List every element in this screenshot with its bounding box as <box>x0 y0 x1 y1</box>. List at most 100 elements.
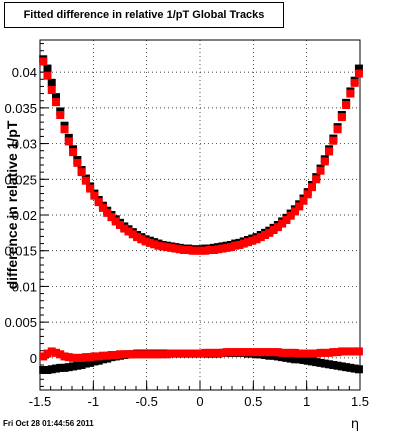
data-point-series-3 <box>69 362 78 371</box>
data-point-series-2 <box>94 198 103 207</box>
data-point-series-4 <box>107 351 116 359</box>
data-point-series-3 <box>290 355 299 364</box>
data-point-series-3 <box>81 359 90 368</box>
data-point-series-3 <box>90 357 99 366</box>
data-point-series-4 <box>303 349 312 358</box>
data-point-series-2 <box>333 125 342 134</box>
data-point-series-2 <box>248 236 257 245</box>
data-point-series-2 <box>308 183 316 192</box>
data-point-series-4 <box>94 352 103 361</box>
data-point-series-4 <box>90 352 99 361</box>
data-point-series-2 <box>188 246 197 255</box>
data-point-series-2 <box>86 184 95 193</box>
data-point-series-4 <box>218 348 227 357</box>
data-point-series-4 <box>222 348 231 357</box>
data-point-series-2 <box>329 136 338 145</box>
data-point-series-4 <box>52 348 60 357</box>
data-point-series-4 <box>226 348 235 357</box>
data-point-series-2 <box>60 125 69 134</box>
data-point-series-4 <box>231 348 240 357</box>
data-point-series-4 <box>77 353 86 362</box>
data-point-series-2 <box>320 157 329 166</box>
data-point-series-3 <box>346 363 355 372</box>
data-point-series-2 <box>239 239 248 248</box>
data-point-series-4 <box>188 349 197 358</box>
x-tick-label: -1.5 <box>29 394 51 409</box>
data-point-series-3 <box>337 362 346 371</box>
data-point-series-4 <box>261 348 270 357</box>
data-point-series-2 <box>312 175 321 184</box>
data-point-series-1 <box>43 64 52 73</box>
data-point-series-4 <box>333 348 342 357</box>
data-point-series-3 <box>39 366 48 374</box>
data-point-series-4 <box>64 353 73 362</box>
data-point-series-4 <box>111 351 120 359</box>
data-point-series-4 <box>69 353 78 362</box>
footer-date: Fri Oct 28 01:44:56 2011 <box>3 419 94 428</box>
data-point-series-4 <box>214 348 223 357</box>
data-point-series-4 <box>192 349 201 358</box>
data-point-series-4 <box>252 348 261 357</box>
data-point-series-4 <box>320 348 329 357</box>
data-point-series-2 <box>141 237 150 246</box>
data-point-series-4 <box>39 352 48 361</box>
data-point-series-3 <box>312 358 321 367</box>
data-point-series-2 <box>354 69 363 78</box>
data-point-series-4 <box>141 350 150 359</box>
data-point-series-4 <box>180 349 188 358</box>
y-tick-label: 0.02 <box>12 208 37 223</box>
data-point-series-4 <box>273 348 282 357</box>
grid-layer <box>39 40 361 390</box>
data-point-series-2 <box>299 196 308 205</box>
data-point-series-4 <box>116 350 124 359</box>
data-point-series-3 <box>329 361 338 369</box>
data-point-series-4 <box>342 347 351 356</box>
data-point-series-4 <box>158 350 167 359</box>
x-axis-label: η <box>351 417 359 432</box>
data-point-series-4 <box>47 347 56 356</box>
data-point-series-3 <box>316 358 325 367</box>
data-point-series-3 <box>73 361 82 370</box>
data-point-series-2 <box>244 238 252 247</box>
data-point-series-2 <box>154 241 163 250</box>
data-point-series-2 <box>192 246 201 255</box>
data-point-series-2 <box>295 202 304 211</box>
data-point-series-4 <box>43 349 52 358</box>
data-point-series-4 <box>171 349 180 358</box>
y-tick-label: 0.01 <box>12 279 37 294</box>
data-point-series-4 <box>120 350 129 359</box>
data-point-series-4 <box>265 348 274 357</box>
data-point-series-4 <box>290 348 299 357</box>
data-point-series-2 <box>218 244 227 253</box>
labels-layer: -1.5 -1 -0.5 0 0.5 1 1.5 0 0.005 0.01 0.015 0.02 0.0… <box>4 65 369 409</box>
data-point-series-2 <box>350 78 359 87</box>
data-point-series-2 <box>124 227 133 236</box>
data-point-series-2 <box>316 166 325 175</box>
data-point-series-2 <box>111 217 120 226</box>
data-point-series-2 <box>325 147 334 156</box>
data-point-series-4 <box>346 347 355 356</box>
data-point-series-3 <box>43 366 52 374</box>
data-point-series-2 <box>265 228 274 237</box>
data-point-series-2 <box>137 235 146 244</box>
x-tick-label: -1 <box>88 394 100 409</box>
data-point-series-2 <box>167 243 176 252</box>
data-point-series-4 <box>184 349 193 358</box>
data-point-series-3 <box>295 355 304 364</box>
data-point-series-2 <box>90 191 99 200</box>
data-point-series-2 <box>145 238 154 247</box>
y-axis-label: difference in relative 1/pT <box>4 120 20 289</box>
data-point-series-4 <box>197 349 206 358</box>
x-tick-label: -0.5 <box>135 394 157 409</box>
data-point-series-2 <box>256 233 265 242</box>
y-tick-label: 0.015 <box>4 244 37 259</box>
data-point-series-4 <box>150 350 159 359</box>
x-tick-label: 1.5 <box>351 394 369 409</box>
data-point-series-3 <box>64 363 73 372</box>
data-point-series-2 <box>278 219 287 228</box>
data-point-series-4 <box>354 347 363 356</box>
data-point-series-2 <box>150 240 159 249</box>
data-point-series-2 <box>231 241 240 250</box>
data-point-series-4 <box>137 350 146 359</box>
